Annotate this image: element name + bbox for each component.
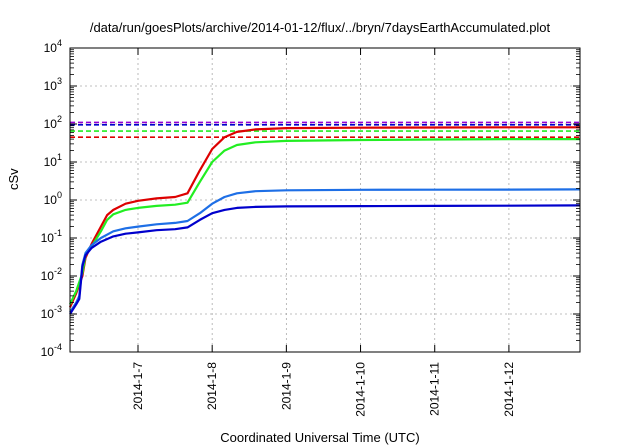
y-tick-label: 103 [44, 76, 62, 93]
x-tick-label: 2014-1-10 [354, 362, 368, 417]
x-axis-label: Coordinated Universal Time (UTC) [220, 430, 420, 445]
series-line [69, 204, 581, 315]
y-tick-label: 101 [44, 152, 62, 169]
y-tick-label: 10-1 [41, 228, 62, 245]
chart-title: /data/run/goesPlots/archive/2014-01-12/f… [89, 20, 551, 35]
y-tick-label: 10-3 [41, 304, 62, 321]
axis-ticks: 10-4 10-3 10-2 10-1 100 101 102 103 104 2014-1-7 2… [41, 38, 580, 417]
y-tick-label: 10-2 [41, 266, 62, 283]
x-tick-label: 2014-1-12 [502, 362, 516, 417]
series-lines [68, 126, 581, 315]
y-tick-label: 104 [44, 38, 62, 55]
x-tick-label: 2014-1-8 [205, 362, 219, 410]
threshold-lines [70, 121, 580, 138]
y-tick-label: 102 [44, 114, 62, 131]
x-tick-label: 2014-1-11 [428, 362, 442, 416]
series-line [69, 138, 580, 305]
y-tick-label: 10-4 [41, 342, 62, 359]
x-tick-label: 2014-1-7 [131, 362, 145, 410]
y-tick-label: 100 [44, 190, 62, 207]
x-tick-label: 2014-1-9 [279, 362, 293, 410]
grid [70, 48, 580, 352]
series-line [68, 126, 580, 308]
